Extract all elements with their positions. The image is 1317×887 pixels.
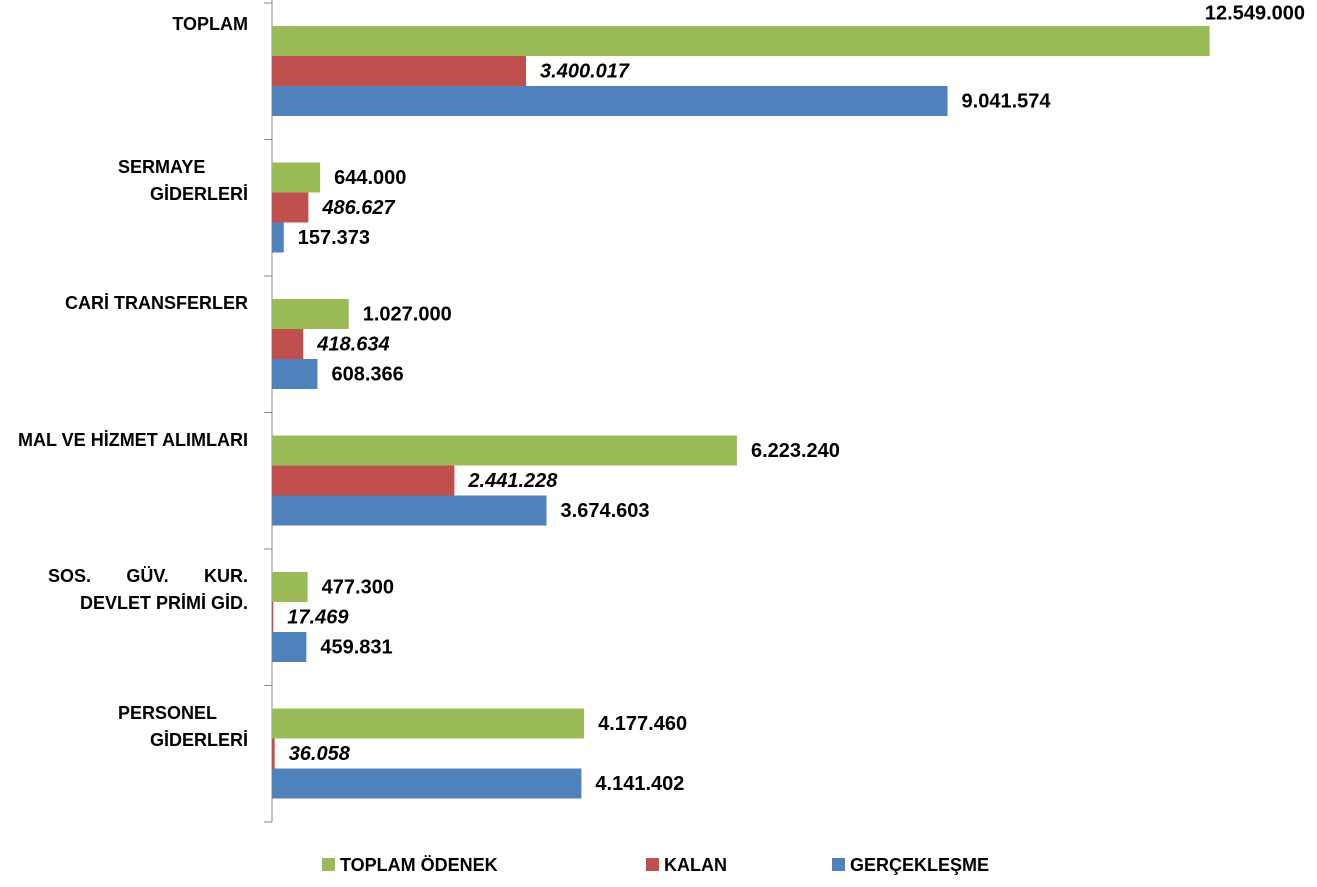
value-label: 3.674.603 — [561, 500, 650, 522]
value-label: 157.373 — [298, 227, 370, 249]
bar — [272, 329, 304, 359]
bar — [272, 222, 284, 253]
value-label: 644.000 — [334, 167, 406, 189]
legend-swatch — [646, 858, 659, 871]
value-label: 608.366 — [331, 363, 403, 385]
bar — [272, 768, 582, 799]
value-label: 4.141.402 — [595, 773, 684, 795]
legend-label: TOPLAM ÖDENEK — [340, 855, 498, 875]
bar — [272, 465, 455, 496]
legend-label: KALAN — [664, 855, 727, 875]
bar — [272, 495, 547, 526]
category-label: SOS. GÜV. KUR. DEVLET PRİMİ GİD. — [48, 566, 248, 613]
bar — [272, 359, 318, 389]
bar — [272, 435, 737, 466]
bar — [272, 738, 275, 769]
legend-swatch — [322, 858, 335, 871]
value-label: 3.400.017 — [540, 60, 630, 82]
value-label: 12.549.000 — [1205, 2, 1305, 24]
value-label: 6.223.240 — [751, 440, 840, 462]
bar — [272, 632, 307, 662]
bar — [272, 56, 527, 86]
value-label: 4.177.460 — [598, 713, 687, 735]
value-label: 9.041.574 — [962, 90, 1052, 112]
value-label: 1.027.000 — [363, 303, 452, 325]
value-label: 486.627 — [321, 197, 395, 219]
bar — [272, 192, 309, 223]
value-label: 418.634 — [316, 333, 389, 355]
category-label: CARİ TRANSFERLER — [65, 293, 248, 313]
value-label: 2.441.228 — [467, 470, 558, 492]
category-label: PERSONEL GİDERLERİ — [118, 702, 248, 750]
bar — [272, 572, 308, 602]
bar — [272, 299, 349, 329]
bar — [272, 602, 274, 632]
value-label: 459.831 — [320, 636, 392, 658]
bar — [272, 708, 585, 739]
bar — [272, 26, 1210, 56]
value-label: 36.058 — [289, 743, 351, 765]
category-label: MAL VE HİZMET ALIMLARI — [18, 429, 248, 450]
legend-swatch — [832, 858, 845, 871]
category-label: TOPLAM — [172, 14, 248, 34]
value-label: 477.300 — [322, 576, 394, 598]
bar — [272, 162, 321, 193]
value-label: 17.469 — [287, 606, 349, 628]
category-label: SERMAYE GİDERLERİ — [118, 156, 248, 204]
bar — [272, 86, 948, 116]
legend-label: GERÇEKLEŞME — [850, 855, 989, 875]
